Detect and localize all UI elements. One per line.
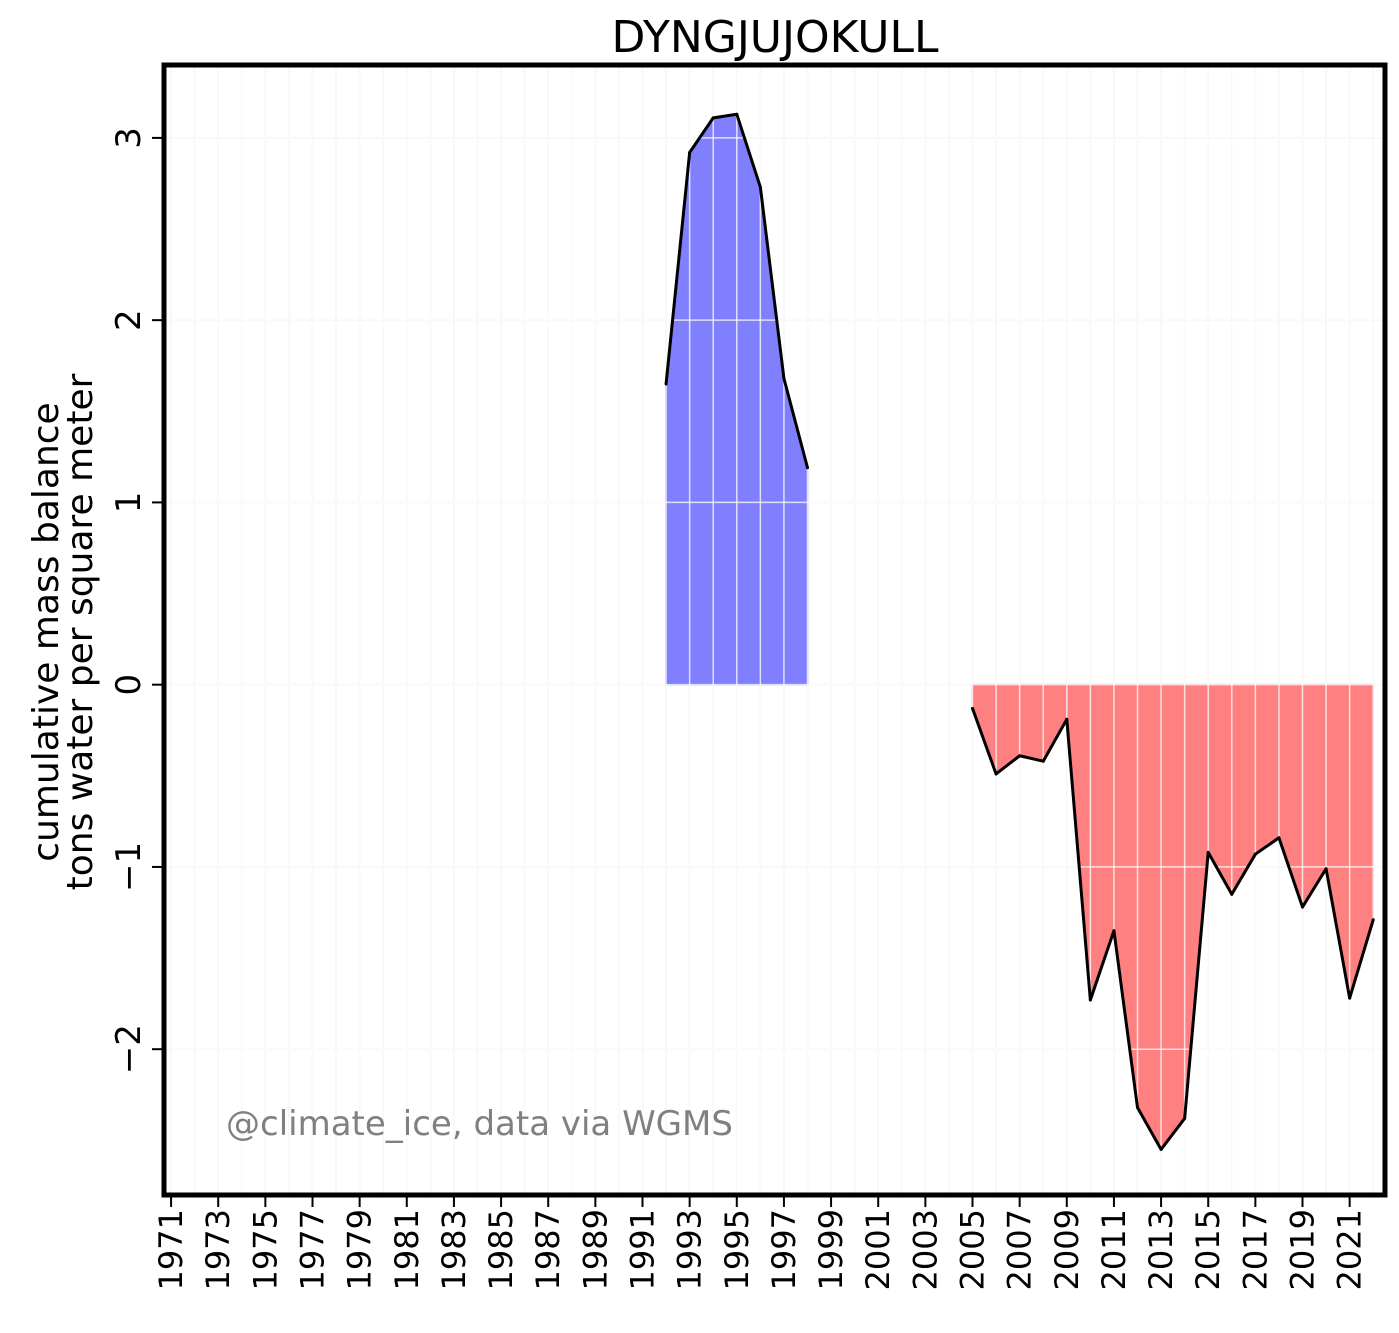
data-point-1-2007 — [1018, 754, 1022, 758]
data-point-1-2009 — [1065, 717, 1069, 721]
data-point-1-2022 — [1371, 918, 1375, 922]
x-tick-label-2017: 2017 — [1236, 1209, 1274, 1290]
x-tick-label-1985: 1985 — [482, 1209, 520, 1290]
y-tick-label-2: 2 — [109, 309, 149, 331]
x-tick-label-2013: 2013 — [1142, 1209, 1180, 1290]
x-tick-label-2003: 2003 — [906, 1209, 944, 1290]
y-axis: −2 −1 0 1 2 3 — [109, 127, 162, 1074]
x-tick-label-2005: 2005 — [954, 1209, 992, 1290]
data-point-0-1994 — [711, 116, 715, 120]
x-tick-label-2015: 2015 — [1189, 1209, 1227, 1290]
x-tick-label-1977: 1977 — [294, 1209, 332, 1290]
data-point-1-2013 — [1159, 1147, 1163, 1151]
x-tick-label-1995: 1995 — [718, 1209, 756, 1290]
data-point-1-2008 — [1041, 759, 1045, 763]
data-point-1-2016 — [1230, 892, 1234, 896]
data-point-1-2011 — [1112, 929, 1116, 933]
y-tick-label-0: 0 — [109, 674, 149, 696]
x-tick-label-1993: 1993 — [671, 1209, 709, 1290]
x-tick-label-1999: 1999 — [812, 1209, 850, 1290]
y-axis-label-line1: cumulative mass balance — [26, 402, 67, 861]
data-point-0-1996 — [758, 185, 762, 189]
x-tick-label-1997: 1997 — [765, 1209, 803, 1290]
data-point-1-2015 — [1206, 850, 1210, 854]
y-tick-label-1: 1 — [109, 492, 149, 514]
data-point-1-2017 — [1253, 852, 1257, 856]
y-tick-label--1: −1 — [109, 842, 149, 892]
data-point-0-1992 — [664, 382, 668, 386]
x-tick-label-1987: 1987 — [529, 1209, 567, 1290]
x-tick-label-2011: 2011 — [1095, 1209, 1133, 1290]
data-point-1-2018 — [1277, 836, 1281, 840]
data-point-1-2005 — [971, 706, 974, 710]
data-point-1-2014 — [1183, 1116, 1187, 1120]
data-point-0-1993 — [688, 150, 692, 154]
x-tick-label-1971: 1971 — [152, 1209, 190, 1290]
x-tick-label-1983: 1983 — [435, 1209, 473, 1290]
data-point-0-1998 — [806, 466, 809, 470]
series-area-1 — [971, 683, 1374, 1151]
data-point-1-2012 — [1136, 1106, 1139, 1110]
x-tick-label-1973: 1973 — [199, 1209, 237, 1290]
series-lines — [664, 112, 1375, 1151]
data-point-0-1997 — [782, 376, 786, 380]
y-tick-label--2: −2 — [109, 1024, 149, 1074]
series-line-1 — [971, 707, 1375, 1151]
data-point-1-2010 — [1088, 998, 1092, 1002]
x-tick-label-2009: 2009 — [1048, 1209, 1086, 1290]
chart-title: DYNGJUJOKULL — [611, 12, 939, 63]
data-point-1-2019 — [1301, 905, 1304, 909]
y-axis-label-line2: tons water per square meter — [60, 373, 101, 890]
x-axis: 1971 1973 1975 1977 1979 1981 1983 1985 1987 1989… — [152, 1197, 1369, 1290]
credit-annotation: @climate_ice, data via WGMS — [226, 1104, 733, 1144]
x-tick-label-1989: 1989 — [576, 1209, 614, 1290]
data-point-0-1995 — [735, 112, 739, 116]
grid-overlay — [164, 65, 1385, 1195]
x-tick-label-2001: 2001 — [859, 1209, 897, 1290]
x-tick-label-1991: 1991 — [624, 1209, 662, 1290]
x-tick-label-2019: 2019 — [1284, 1209, 1322, 1290]
data-point-1-2006 — [994, 772, 998, 776]
x-tick-label-2021: 2021 — [1331, 1209, 1369, 1290]
x-tick-label-2007: 2007 — [1001, 1209, 1039, 1290]
x-tick-label-1979: 1979 — [341, 1209, 379, 1290]
plot-frame — [161, 62, 1388, 1198]
x-tick-label-1975: 1975 — [246, 1209, 284, 1290]
y-tick-label-3: 3 — [109, 127, 149, 149]
data-point-1-2021 — [1348, 996, 1352, 1000]
data-point-1-2020 — [1324, 867, 1328, 871]
x-tick-label-1981: 1981 — [388, 1209, 426, 1290]
